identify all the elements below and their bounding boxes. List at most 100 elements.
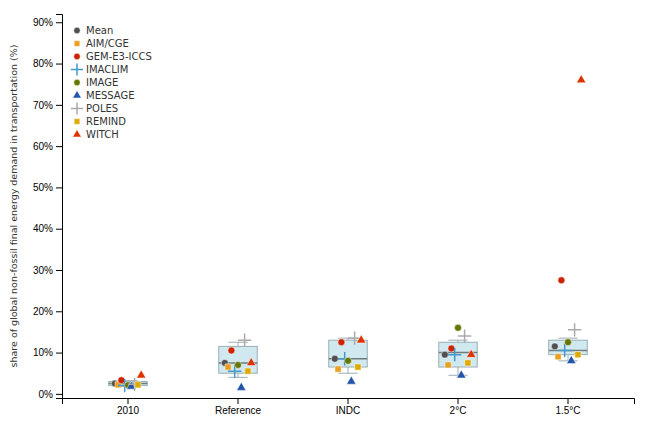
legend-label: MESSAGE xyxy=(86,90,135,101)
y-tick: 0% xyxy=(39,389,62,400)
legend-symbol xyxy=(74,53,80,59)
point xyxy=(455,324,462,331)
point xyxy=(558,344,571,357)
y-tick: 70% xyxy=(33,100,62,111)
y-tick-mark xyxy=(56,353,62,354)
y-tick-label: 90% xyxy=(33,17,53,28)
legend-item: REMIND xyxy=(74,116,126,127)
series-points xyxy=(118,277,565,384)
y-tick-mark xyxy=(56,311,62,312)
x-tick-mark xyxy=(568,398,569,404)
point xyxy=(247,357,256,365)
chart: 0%10%20%30%40%50%60%70%80%90%2010Referen… xyxy=(0,0,648,428)
x-tick: 2010 xyxy=(117,398,140,416)
point xyxy=(445,362,451,368)
legend-item: AIM/CGE xyxy=(74,38,129,49)
x-tick-mark xyxy=(238,398,239,404)
point xyxy=(235,361,242,368)
point xyxy=(565,339,572,346)
legend-symbol xyxy=(73,91,82,98)
point xyxy=(237,382,246,390)
y-axis: 0%10%20%30%40%50%60%70%80%90% xyxy=(33,15,63,400)
point xyxy=(575,352,581,358)
legend-label: IMACLIM xyxy=(86,64,128,75)
y-tick-label: 60% xyxy=(33,141,53,152)
legend-label: GEM-E3-ICCS xyxy=(86,51,152,62)
point xyxy=(458,329,471,342)
series-points xyxy=(127,355,576,390)
point xyxy=(448,345,455,352)
series-points xyxy=(118,344,571,392)
point xyxy=(338,339,345,346)
y-axis-line xyxy=(56,15,63,399)
x-tick: Reference xyxy=(215,398,262,416)
legend-symbol xyxy=(74,79,80,85)
plot-area: 0%10%20%30%40%50%60%70%80%90%2010Referen… xyxy=(33,15,635,417)
point xyxy=(245,368,251,374)
point xyxy=(448,348,461,361)
legend-item: Mean xyxy=(74,25,113,36)
y-tick: 30% xyxy=(33,265,62,276)
y-tick-label: 70% xyxy=(33,100,53,111)
x-axis: 2010 Reference INDC 2°C 1.5°C xyxy=(63,398,635,416)
box xyxy=(219,342,258,377)
y-tick-mark xyxy=(56,105,62,106)
y-tick-label: 10% xyxy=(33,347,53,358)
whisker-low xyxy=(348,367,349,373)
x-tick: INDC xyxy=(336,398,360,416)
y-tick: 90% xyxy=(33,17,62,28)
y-tick-label: 80% xyxy=(33,58,53,69)
legend: Mean AIM/CGE GEM-E3-ICCS IMACLIM IMAGE MESSAG… xyxy=(71,25,152,140)
legend-item: WITCH xyxy=(73,129,119,140)
y-tick: 10% xyxy=(33,347,62,358)
legend-label: Mean xyxy=(86,25,113,36)
y-tick-label: 30% xyxy=(33,265,53,276)
box-body xyxy=(219,346,258,373)
legend-item: IMAGE xyxy=(74,77,119,88)
point xyxy=(441,351,448,358)
legend-label: AIM/CGE xyxy=(86,38,129,49)
y-tick: 80% xyxy=(33,58,62,69)
point xyxy=(558,277,565,284)
point xyxy=(225,364,231,370)
series-points xyxy=(125,324,572,388)
y-tick-mark xyxy=(56,22,62,23)
y-tick-mark xyxy=(56,146,62,147)
x-tick: 1.5°C xyxy=(555,398,580,416)
whisker-high xyxy=(238,342,239,346)
series-points xyxy=(111,343,558,387)
y-tick-mark xyxy=(56,270,62,271)
point xyxy=(335,366,341,372)
y-tick-mark xyxy=(56,229,62,230)
legend-item: IMACLIM xyxy=(71,63,128,75)
legend-symbol xyxy=(74,41,80,47)
series-points xyxy=(135,352,581,388)
y-tick: 40% xyxy=(33,223,62,234)
x-tick-label: 2°C xyxy=(450,405,467,416)
y-tick-label: 40% xyxy=(33,223,53,234)
point xyxy=(467,349,476,357)
point xyxy=(577,75,586,83)
point xyxy=(465,360,471,366)
legend-label: POLES xyxy=(86,103,118,114)
point xyxy=(135,382,141,388)
legend-symbol xyxy=(74,119,80,125)
whisker-cap-low xyxy=(338,373,357,374)
whisker-low xyxy=(238,373,239,377)
x-tick-label: Reference xyxy=(215,405,262,416)
legend-item: GEM-E3-ICCS xyxy=(74,51,152,62)
y-tick-mark xyxy=(56,64,62,65)
point xyxy=(238,334,251,347)
box-body xyxy=(439,342,478,367)
x-tick-mark xyxy=(128,398,129,404)
legend-symbol xyxy=(74,27,80,33)
point xyxy=(338,352,351,365)
y-axis-title: share of global non-fossil final energy … xyxy=(8,45,19,368)
series-points xyxy=(128,323,581,391)
whisker-cap-high xyxy=(558,338,577,339)
legend-symbol xyxy=(71,63,83,75)
point xyxy=(118,377,125,384)
x-tick-label: INDC xyxy=(336,405,360,416)
x-tick-mark xyxy=(348,398,349,404)
legend-item: POLES xyxy=(71,102,118,114)
